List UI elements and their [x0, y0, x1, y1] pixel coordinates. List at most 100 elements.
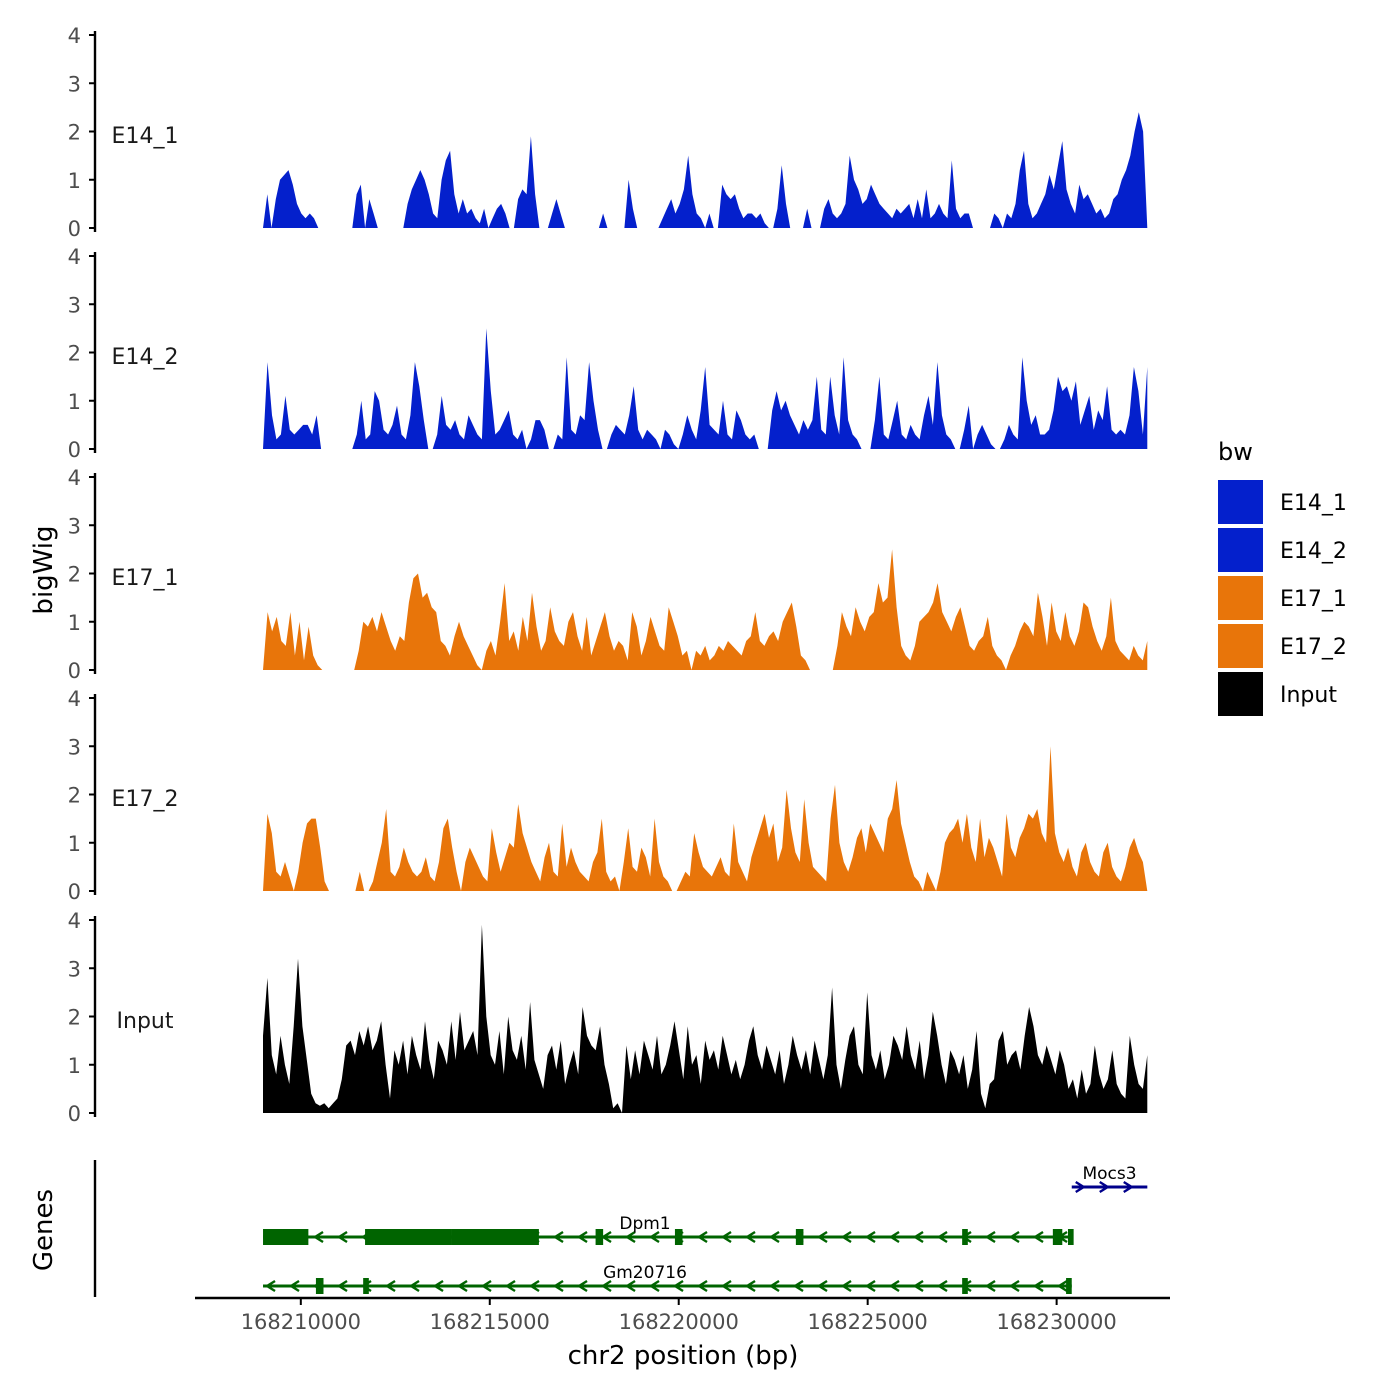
- gene-chevron-Gm20716: [456, 1279, 468, 1293]
- gene-chevron-Gm20716: [408, 1279, 420, 1293]
- gene-chevron-Dpm1: [312, 1230, 324, 1244]
- gene-label-Mocs3: Mocs3: [1082, 1164, 1136, 1184]
- y-tick-label-E17_1-0: 0: [68, 659, 81, 683]
- genes-axis-title: Genes: [29, 1189, 59, 1271]
- y-tick-label-E17_1-4: 4: [68, 466, 81, 490]
- x-tick-label-168220000: 168220000: [619, 1310, 739, 1334]
- gene-chevron-Dpm1: [576, 1230, 588, 1244]
- gene-chevron-Gm20716: [384, 1279, 396, 1293]
- y-tick-label-Input-3: 3: [68, 957, 81, 981]
- gene-chevron-Dpm1: [624, 1230, 636, 1244]
- gene-exon-Dpm1-6: [962, 1229, 968, 1245]
- y-tick-label-E14_2-3: 3: [68, 293, 81, 317]
- gene-Dpm1: Dpm1: [263, 1214, 1074, 1245]
- y-tick-label-E14_1-2: 2: [68, 121, 81, 145]
- gene-Gm20716: Gm20716: [263, 1263, 1072, 1294]
- gene-Mocs3: Mocs3: [1071, 1164, 1148, 1194]
- gene-chevron-Dpm1: [744, 1230, 756, 1244]
- panel-E17_1: 0 1 2 3 4 E17_1: [68, 466, 1148, 683]
- area-E17_1: [263, 549, 1148, 670]
- gene-chevron-Mocs3: [1123, 1180, 1135, 1194]
- panel-Input: 0 1 2 3 4 Input: [68, 909, 1148, 1126]
- gene-chevron-Dpm1: [1032, 1230, 1044, 1244]
- y-tick-label-E17_2-0: 0: [68, 880, 81, 904]
- y-tick-label-E17_2-3: 3: [68, 735, 81, 759]
- y-tick-label-E17_2-1: 1: [68, 832, 81, 856]
- gene-chevron-Gm20716: [840, 1279, 852, 1293]
- y-tick-label-E14_1-1: 1: [68, 169, 81, 193]
- gene-chevron-Dpm1: [936, 1230, 948, 1244]
- track-label-E14_1: E14_1: [112, 124, 179, 149]
- y-tick-label-E14_1-4: 4: [68, 24, 81, 48]
- gene-chevron-Dpm1: [1008, 1230, 1020, 1244]
- gene-chevron-Gm20716: [912, 1279, 924, 1293]
- x-tick-label-168230000: 168230000: [997, 1310, 1117, 1334]
- y-tick-label-E17_1-2: 2: [68, 563, 81, 587]
- gene-chevron-Gm20716: [480, 1279, 492, 1293]
- y-tick-label-E14_2-2: 2: [68, 342, 81, 366]
- y-tick-label-E17_1-3: 3: [68, 514, 81, 538]
- x-tick-label-168215000: 168215000: [430, 1310, 550, 1334]
- y-tick-label-E14_2-4: 4: [68, 245, 81, 269]
- gene-exon-Gm20716-0: [315, 1278, 324, 1294]
- gene-chevron-Gm20716: [264, 1279, 276, 1293]
- gene-chevron-Dpm1: [816, 1230, 828, 1244]
- legend-label-E14_1: E14_1: [1280, 491, 1347, 516]
- gene-chevron-Dpm1: [912, 1230, 924, 1244]
- gene-chevron-Dpm1: [696, 1230, 708, 1244]
- gene-exon-Dpm1-5: [795, 1229, 804, 1245]
- y-tick-label-E14_2-0: 0: [68, 438, 81, 462]
- y-tick-label-Input-4: 4: [68, 909, 81, 933]
- legend-label-E17_1: E17_1: [1280, 587, 1347, 612]
- y-tick-label-E14_1-3: 3: [68, 72, 81, 96]
- legend-key-Input: [1218, 672, 1263, 716]
- gene-chevron-Dpm1: [648, 1230, 660, 1244]
- track-label-Input: Input: [117, 1009, 174, 1034]
- gene-exon-Dpm1-2: [451, 1229, 539, 1245]
- gene-chevron-Gm20716: [1056, 1279, 1068, 1293]
- legend-key-E14_1: [1218, 480, 1263, 524]
- gene-exon-Dpm1-1: [365, 1229, 452, 1245]
- area-E14_1: [263, 112, 1148, 228]
- y-tick-label-E17_2-4: 4: [68, 687, 81, 711]
- gene-chevron-Dpm1: [888, 1230, 900, 1244]
- y-tick-label-E17_2-2: 2: [68, 784, 81, 808]
- gene-label-Gm20716: Gm20716: [603, 1263, 687, 1283]
- gene-exon-Dpm1-4: [674, 1229, 683, 1245]
- gene-exon-Gm20716-2: [962, 1278, 968, 1294]
- gene-chevron-Mocs3: [1099, 1180, 1111, 1194]
- legend-label-E14_2: E14_2: [1280, 539, 1347, 564]
- gene-chevron-Gm20716: [936, 1279, 948, 1293]
- legend-key-E17_2: [1218, 624, 1263, 668]
- genes-panel: Mocs3 Dpm1 Gm20716: [93, 1160, 1148, 1297]
- panel-E14_1: 0 1 2 3 4 E14_1: [68, 24, 1148, 241]
- gene-exon-Dpm1-0: [263, 1229, 309, 1245]
- gene-chevron-Gm20716: [720, 1279, 732, 1293]
- y-tick-label-E17_1-1: 1: [68, 611, 81, 635]
- gene-chevron-Gm20716: [432, 1279, 444, 1293]
- gene-chevron-Gm20716: [1032, 1279, 1044, 1293]
- gene-chevron-Gm20716: [288, 1279, 300, 1293]
- y-tick-label-Input-1: 1: [68, 1054, 81, 1078]
- gene-exon-Dpm1-8: [1067, 1229, 1074, 1245]
- gene-chevron-Gm20716: [576, 1279, 588, 1293]
- gene-chevron-Gm20716: [648, 1279, 660, 1293]
- gene-chevron-Gm20716: [504, 1279, 516, 1293]
- y-tick-label-Input-2: 2: [68, 1006, 81, 1030]
- legend-key-E14_2: [1218, 528, 1263, 572]
- y-axis-title: bigWig: [29, 525, 59, 614]
- area-Input: [263, 924, 1148, 1113]
- x-axis-title: chr2 position (bp): [568, 1341, 799, 1371]
- gene-chevron-Gm20716: [744, 1279, 756, 1293]
- gene-exon-Dpm1-3: [595, 1229, 604, 1245]
- legend-title: bw: [1218, 438, 1253, 466]
- gene-chevron-Gm20716: [768, 1279, 780, 1293]
- x-tick-label-168225000: 168225000: [808, 1310, 928, 1334]
- gene-chevron-Gm20716: [672, 1279, 684, 1293]
- gene-chevron-Gm20716: [528, 1279, 540, 1293]
- gene-chevron-Gm20716: [888, 1279, 900, 1293]
- track-label-E17_1: E17_1: [112, 566, 179, 591]
- gene-exon-Gm20716-3: [1066, 1278, 1072, 1294]
- legend-label-E17_2: E17_2: [1280, 635, 1347, 660]
- gene-exon-Gm20716-1: [363, 1278, 369, 1294]
